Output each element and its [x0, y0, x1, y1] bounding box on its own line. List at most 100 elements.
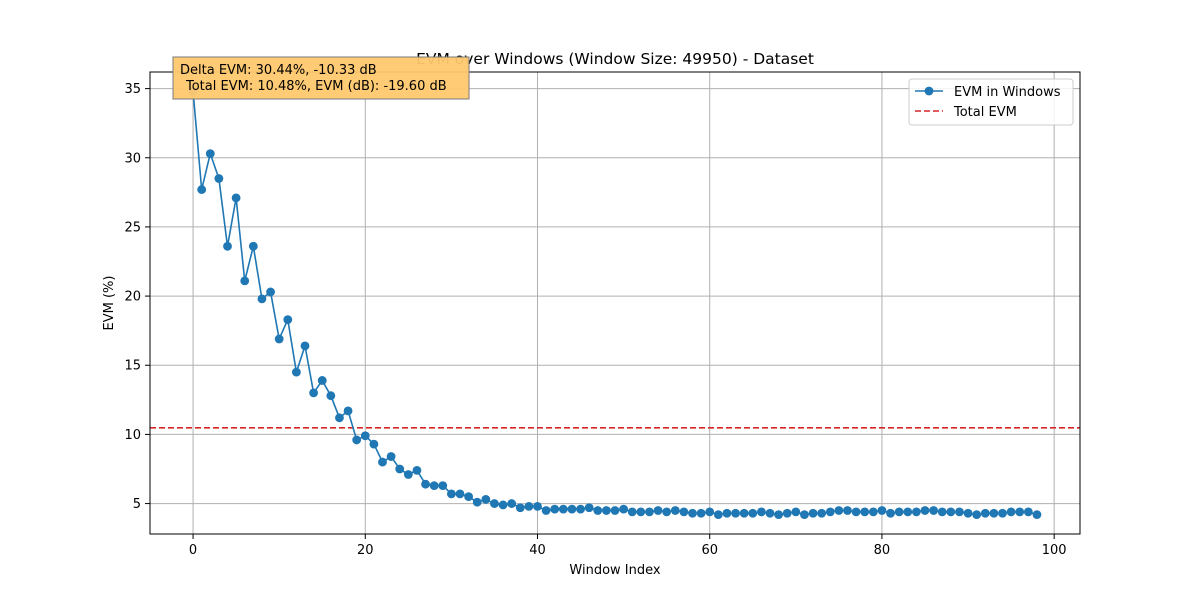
x-axis-label: Window Index	[569, 563, 660, 578]
evm-data-point	[533, 501, 542, 511]
annotation-line-1: Delta EVM: 30.44%, -10.33 dB	[180, 63, 377, 78]
evm-data-point	[601, 506, 611, 515]
grid-lines	[150, 72, 1080, 534]
evm-data-point	[274, 334, 284, 344]
evm-data-point	[464, 492, 474, 502]
evm-data-point	[972, 510, 982, 520]
x-tick-label: 40	[529, 543, 546, 558]
evm-data-point	[808, 508, 818, 518]
y-tick-label: 10	[124, 428, 141, 443]
evm-data-point	[481, 495, 491, 504]
annotation-box: Delta EVM: 30.44%, -10.33 dB Total EVM: …	[172, 56, 470, 100]
evm-data-point	[619, 504, 629, 514]
evm-data-point	[507, 499, 517, 508]
evm-data-point	[756, 507, 766, 517]
evm-data-point	[576, 504, 585, 514]
evm-data-point	[584, 503, 594, 513]
x-tick-label: 80	[874, 543, 891, 558]
evm-data-point	[369, 439, 379, 449]
evm-series	[188, 86, 1042, 520]
evm-data-point	[713, 510, 723, 520]
evm-data-point	[231, 193, 241, 203]
evm-data-point	[446, 489, 456, 499]
y-tick-label: 30	[124, 151, 141, 166]
legend: EVM in Windows Total EVM	[908, 78, 1074, 126]
evm-data-point	[705, 507, 715, 517]
y-tick-label: 5	[133, 497, 141, 512]
evm-data-point	[257, 294, 267, 304]
y-tick-label: 15	[124, 359, 141, 374]
evm-data-point	[662, 507, 672, 517]
evm-data-point	[429, 481, 439, 490]
evm-data-point	[903, 507, 913, 517]
evm-data-point	[722, 508, 732, 518]
evm-data-point	[911, 507, 921, 517]
evm-data-point	[894, 507, 904, 517]
evm-data-point	[748, 508, 758, 518]
evm-data-point	[438, 481, 448, 490]
evm-data-point	[490, 499, 499, 508]
evm-data-point	[696, 508, 706, 518]
evm-data-point	[679, 507, 689, 517]
evm-data-point	[352, 435, 362, 445]
evm-data-point	[386, 452, 396, 461]
evm-data-point	[834, 506, 844, 515]
evm-data-point	[929, 506, 939, 515]
evm-data-point	[645, 507, 654, 517]
evm-data-point	[1015, 507, 1025, 517]
evm-data-point	[998, 508, 1007, 518]
y-tick-label: 35	[124, 82, 141, 97]
annotation-background	[172, 56, 470, 100]
legend-box	[908, 78, 1074, 126]
axes: 0 20 40 60 80 100 5 10 15 20 25 30 35	[124, 82, 1066, 558]
evm-data-point	[627, 507, 637, 517]
evm-data-point	[360, 431, 370, 441]
evm-data-point	[240, 276, 250, 286]
evm-data-point	[395, 464, 405, 474]
evm-data-point	[455, 489, 465, 499]
evm-data-point	[937, 507, 947, 517]
evm-data-point	[843, 506, 852, 515]
evm-data-point	[403, 470, 413, 479]
x-tick-label: 100	[1042, 543, 1067, 558]
evm-data-point	[886, 508, 895, 518]
evm-data-point	[1006, 507, 1016, 517]
evm-data-point	[989, 508, 999, 518]
x-tick-label: 20	[357, 543, 374, 558]
evm-data-point	[524, 501, 534, 511]
evm-data-point	[309, 388, 319, 398]
evm-data-point	[558, 504, 568, 514]
evm-data-point	[472, 497, 482, 507]
evm-data-point	[335, 413, 344, 423]
plot-frame	[149, 71, 1081, 535]
evm-data-point	[860, 507, 870, 517]
evm-data-point	[739, 508, 749, 518]
evm-data-point	[515, 503, 525, 513]
evm-data-point	[197, 185, 207, 194]
evm-data-point	[791, 507, 801, 517]
evm-data-point	[326, 391, 336, 401]
evm-data-point	[300, 341, 310, 351]
y-tick-label: 20	[124, 290, 141, 305]
evm-data-point	[223, 241, 232, 251]
evm-data-point	[963, 508, 973, 518]
evm-data-point	[800, 510, 809, 520]
legend-label-total-evm: Total EVM	[953, 105, 1017, 120]
evm-data-point	[593, 506, 603, 515]
evm-data-point	[1032, 510, 1042, 520]
legend-label-evm-windows: EVM in Windows	[954, 85, 1061, 100]
evm-data-point	[498, 500, 508, 510]
evm-data-point	[317, 376, 327, 385]
x-tick-label: 0	[189, 543, 197, 558]
evm-data-point	[851, 507, 861, 517]
evm-data-point	[1023, 507, 1033, 517]
evm-data-point	[266, 287, 275, 297]
evm-data-point	[946, 507, 956, 517]
evm-data-point	[731, 508, 740, 518]
evm-data-point	[567, 504, 577, 514]
evm-data-point	[421, 479, 430, 489]
evm-data-point	[541, 506, 551, 515]
evm-data-point	[688, 508, 697, 518]
evm-data-point	[825, 507, 835, 517]
